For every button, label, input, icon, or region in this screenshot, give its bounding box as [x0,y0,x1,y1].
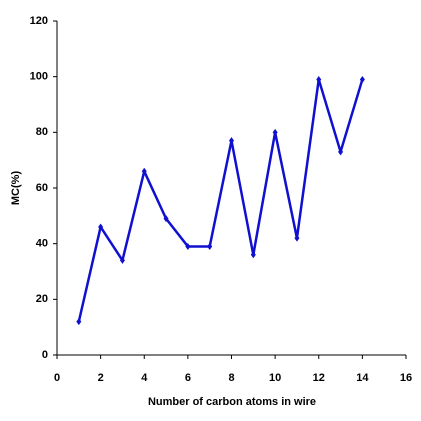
x-tick-label: 2 [98,372,104,384]
point [316,75,322,83]
x-tick-label: 12 [313,372,325,384]
y-tick-label: 40 [36,238,48,250]
x-tick-label: 10 [269,372,281,384]
point [338,148,344,156]
point [98,223,104,231]
point [359,75,365,83]
point [207,242,213,250]
y-axis-label: MC(%) [10,171,22,206]
line [77,78,364,322]
point [119,256,125,264]
point [163,215,169,223]
x-tick-label: 0 [54,372,60,384]
x-axis-label: Number of carbon atoms in wire [148,396,316,408]
y-tick-label: 0 [42,349,48,361]
y-tick-label: 100 [30,71,48,83]
x-tick-label: 14 [356,372,369,384]
point [76,318,82,326]
y-tick-label: 80 [36,126,48,138]
y-tick-label: 60 [36,182,48,194]
point [272,128,278,136]
x-tick-label: 4 [141,372,148,384]
x-tick-label: 6 [185,372,191,384]
x-tick-label: 16 [400,372,412,384]
point [250,251,256,259]
point [141,167,147,175]
x-tick-label: 8 [228,372,234,384]
point [185,242,191,250]
point [229,137,234,145]
y-tick-label: 20 [36,293,48,305]
y-tick-label: 120 [30,15,48,27]
point [294,234,300,242]
